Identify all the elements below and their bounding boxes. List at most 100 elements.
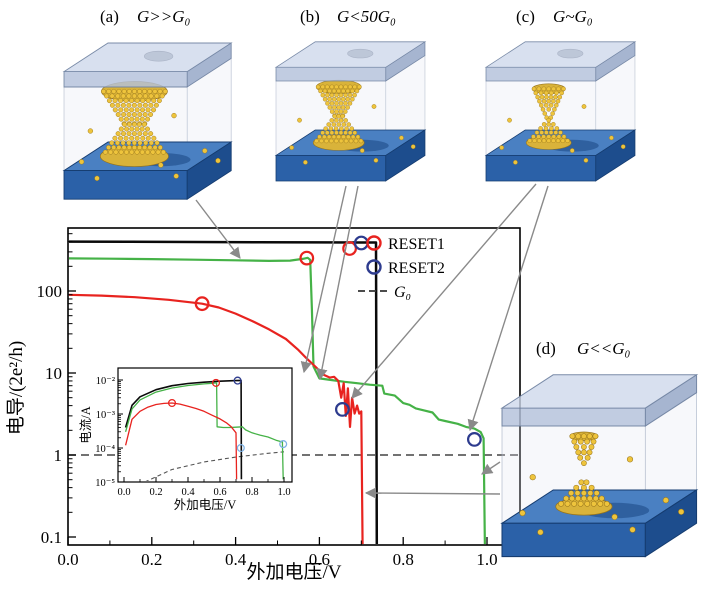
gold-filament <box>525 83 572 150</box>
inset-series-RESET2-green <box>124 382 284 480</box>
gold-nanoparticle <box>678 508 685 515</box>
gold-nanoparticle <box>171 112 177 119</box>
x-tick-label: 0.4 <box>225 550 247 569</box>
panel-d-formula: G<<G₀ <box>577 339 630 358</box>
inset-y-tick-label: 10⁻² <box>96 376 115 387</box>
main-curves <box>69 240 519 544</box>
gold-nanoparticle <box>399 135 404 141</box>
annotation-arrow <box>300 185 347 374</box>
annotation-arrow <box>364 487 501 499</box>
series-SET-black <box>69 240 379 544</box>
gold-nanoparticle <box>569 148 575 153</box>
annotation-arrow <box>467 185 549 432</box>
inset-ylabel: 电流/A <box>79 406 93 444</box>
gold-nanoparticle <box>581 104 587 109</box>
gold-nanoparticle <box>620 144 626 150</box>
gold-nanoparticle <box>410 144 416 150</box>
panel-c-label: (c) <box>516 7 535 26</box>
gold-nanoparticle <box>289 145 295 150</box>
legend: RESET1 RESET2 G₀ <box>358 235 445 301</box>
panel-a-formula: G>>G₀ <box>137 7 190 26</box>
legend-marker-RESET2 <box>366 259 382 275</box>
inset-xlabel: 外加电压/V <box>174 498 237 512</box>
top-slab-hole <box>143 50 174 62</box>
gold-nanoparticle <box>537 529 544 536</box>
series-RESET2-green <box>69 256 486 544</box>
gold-nanoparticle <box>507 117 512 123</box>
gold-nanoparticle <box>609 135 614 141</box>
panel-b-formula: G<50G₀ <box>337 7 396 26</box>
schematic-a <box>62 42 233 201</box>
annotation-arrows <box>195 183 549 499</box>
legend-label: RESET1 <box>388 236 445 253</box>
gold-nanoparticle <box>173 173 179 179</box>
gold-nanoparticle <box>529 474 536 481</box>
gold-nanoparticle <box>626 456 634 463</box>
annotation-arrow <box>351 183 537 399</box>
main-axes-ticks: 0.0 0.2 0.4 0.6 0.8 1.0 0.1 1 10 100 <box>37 233 498 569</box>
main-ylabel: 电导/(2e²/h) <box>5 341 27 435</box>
annotation-arrow <box>316 185 359 381</box>
schematic-c <box>484 41 637 182</box>
schematic-b <box>274 41 427 182</box>
inset-y-tick-label: 10⁻⁵ <box>95 478 115 489</box>
inset-marker <box>279 440 288 449</box>
top-slab-hole <box>347 48 374 59</box>
y-tick-label: 1 <box>54 446 63 465</box>
inset-series-G0-reference <box>145 451 285 481</box>
panel-b-label: (b) <box>300 7 320 26</box>
inset-x-tick-label: 0.4 <box>181 487 195 498</box>
annotation-arrow <box>481 461 501 475</box>
reset-marker <box>335 402 350 417</box>
reset-marker <box>467 432 482 447</box>
inset-x-tick-label: 1.0 <box>277 487 290 498</box>
gold-nanoparticle <box>629 526 636 533</box>
inset-x-tick-label: 0.2 <box>149 487 162 498</box>
y-tick-label: 100 <box>37 282 63 301</box>
gold-nanoparticle <box>158 162 164 168</box>
gold-nanoparticle <box>583 158 589 163</box>
gold-nanoparticle <box>297 117 302 123</box>
gold-nanoparticle <box>611 513 618 520</box>
legend-label: G₀ <box>394 284 411 301</box>
gold-nanoparticle <box>371 104 377 109</box>
x-tick-label: 0.2 <box>141 550 162 569</box>
main-xlabel: 外加电压/V <box>246 561 341 583</box>
inset-curves <box>124 379 285 481</box>
panel-c-formula: G~G₀ <box>553 7 593 26</box>
schematics-layer <box>62 41 699 558</box>
inset-marker <box>233 376 242 385</box>
x-tick-label: 0.8 <box>393 550 414 569</box>
y-tick-label: 10 <box>45 364 62 383</box>
x-tick-label: 0.0 <box>57 550 78 569</box>
legend-label: RESET2 <box>388 260 445 277</box>
gold-filament <box>555 431 613 516</box>
panel-a-label: (a) <box>100 7 119 26</box>
inset-series-RESET1-red <box>124 402 238 480</box>
inset-marker <box>236 443 245 453</box>
inset-x-tick-label: 0.8 <box>245 487 258 498</box>
reset-marker <box>342 241 358 256</box>
gold-nanoparticle <box>303 159 308 165</box>
inset-y-tick-label: 10⁻³ <box>96 410 115 421</box>
inset-x-tick-label: 0.6 <box>213 487 226 498</box>
gold-nanoparticle <box>662 497 669 504</box>
gold-nanoparticle <box>499 145 505 150</box>
inset-marker <box>211 378 221 387</box>
inset-marker <box>167 398 177 408</box>
gold-nanoparticle <box>373 158 379 163</box>
legend-marker-RESET1 <box>366 235 382 251</box>
gold-filament <box>312 79 365 151</box>
gold-nanoparticle <box>513 159 518 165</box>
reset-marker <box>299 250 315 266</box>
gold-nanoparticle <box>359 148 365 153</box>
x-tick-label: 1.0 <box>476 550 497 569</box>
panel-d-label: (d) <box>536 339 556 358</box>
inset-frame <box>117 367 293 483</box>
gold-nanoparticle <box>215 158 221 164</box>
inset-x-tick-label: 0.0 <box>117 487 130 498</box>
gold-nanoparticle <box>519 509 526 517</box>
gold-nanoparticle <box>202 148 208 154</box>
